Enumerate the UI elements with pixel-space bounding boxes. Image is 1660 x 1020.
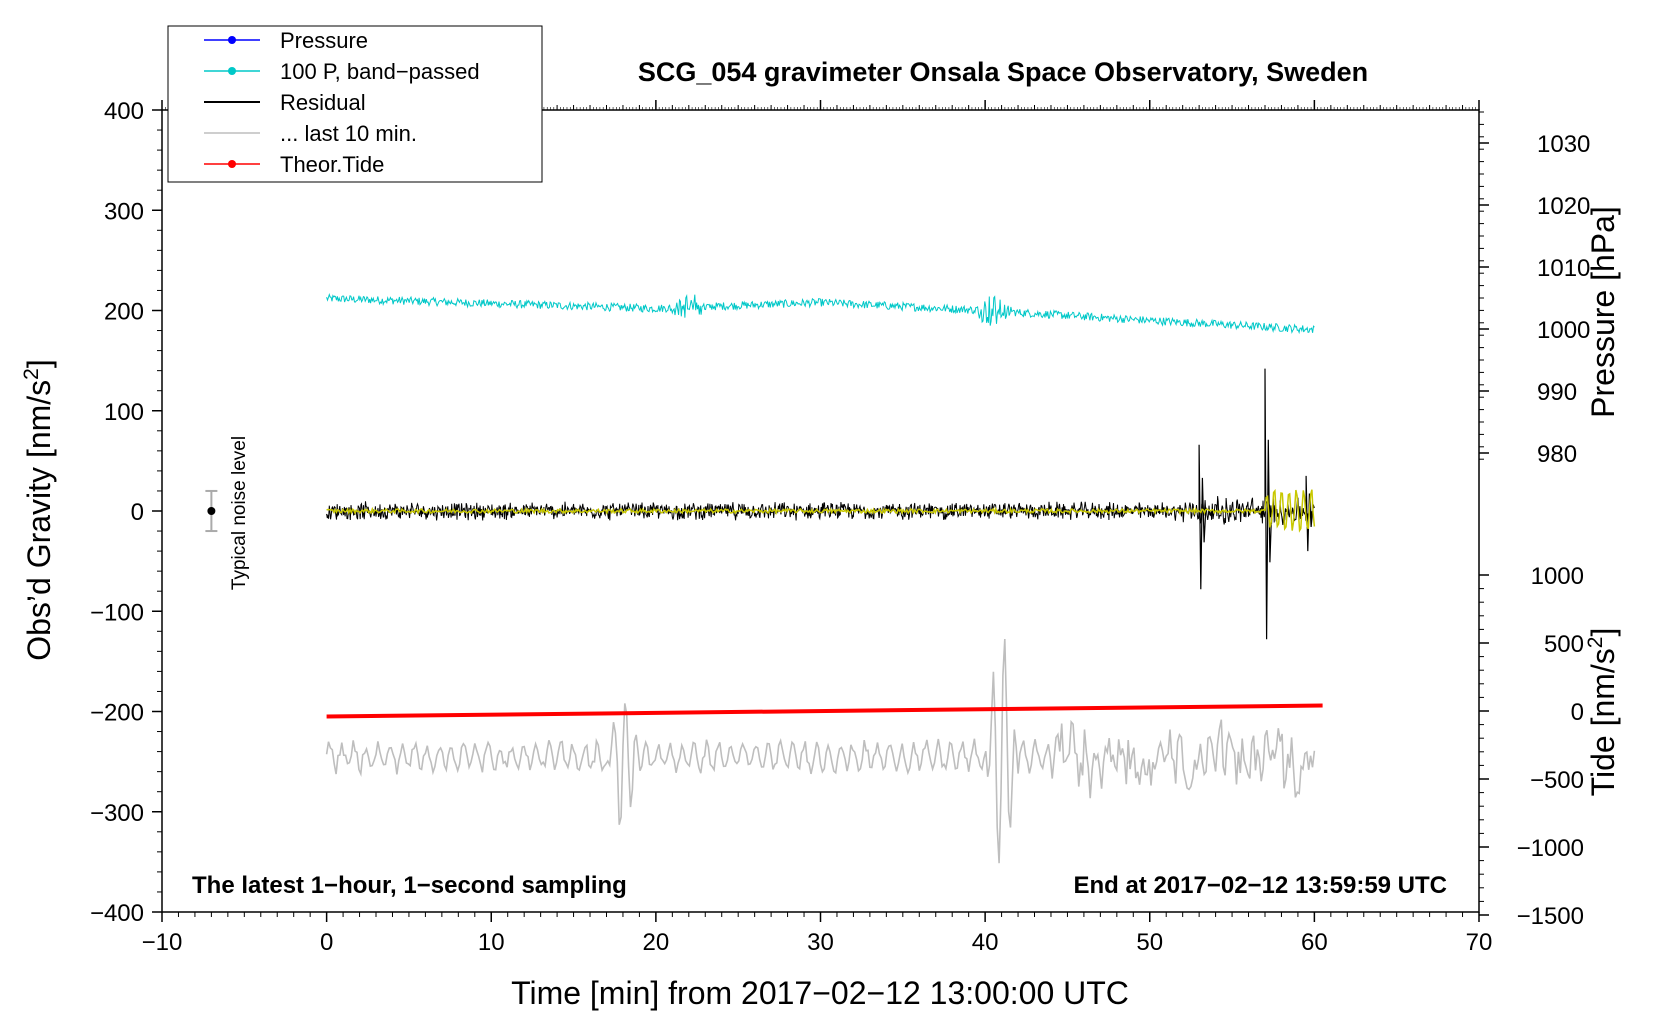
x-tick-label: 50 — [1136, 929, 1163, 956]
series-last-10-min — [325, 638, 1316, 864]
tide-tick-label: −1000 — [1517, 835, 1584, 862]
x-tick-label: −10 — [142, 929, 183, 956]
x-tick-label: 40 — [972, 929, 999, 956]
y-tick-label: 0 — [131, 499, 144, 526]
y-tick-label: 200 — [104, 299, 144, 326]
y-tick-label: −400 — [90, 900, 144, 927]
legend-label: Theor.Tide — [280, 152, 384, 177]
x-tick-label: 70 — [1466, 929, 1493, 956]
x-tick-label: 30 — [807, 929, 834, 956]
y-axis-title-tide: Tide [nm/s2] — [1584, 628, 1621, 797]
y-axis-title-tide-close: ] — [1585, 628, 1621, 637]
x-tick-label: 60 — [1301, 929, 1328, 956]
tide-tick-label: 1000 — [1531, 563, 1584, 590]
legend-marker — [228, 160, 236, 168]
y-axis-title-tide-text: Tide [nm/s — [1585, 648, 1621, 796]
tide-tick-label: −1500 — [1517, 903, 1584, 930]
x-tick-label: 20 — [643, 929, 670, 956]
tide-tick-label: 0 — [1571, 699, 1584, 726]
series-band-passed-pressure — [326, 293, 1315, 335]
annotation-bottom-left: The latest 1−hour, 1−second sampling — [192, 872, 627, 899]
y-axis-title-left-close: ] — [21, 359, 57, 368]
legend: Pressure 100 P, band−passed Residual ... la… — [167, 25, 543, 183]
pressure-tick-label: 1010 — [1537, 255, 1590, 282]
noise-bar-point — [207, 507, 216, 515]
legend-label: 100 P, band−passed — [280, 59, 480, 84]
noise-label: Typical noise level — [229, 436, 250, 590]
series-layer — [325, 293, 1323, 864]
y-axis-title-pressure: Pressure [hPa] — [1585, 206, 1621, 418]
series-theor-tide — [326, 703, 1323, 719]
y-tick-label: 300 — [104, 198, 144, 225]
x-tick-label: 10 — [478, 929, 505, 956]
x-tick-label: 0 — [320, 929, 333, 956]
y-axis-title-tide-sup: 2 — [1584, 637, 1607, 649]
y-tick-label: 400 — [104, 98, 144, 125]
y-axis-ticks: −400 −300 −200 −100 0 100 200 300 400 — [90, 98, 162, 927]
legend-label: Pressure — [280, 28, 368, 53]
legend-box — [167, 25, 543, 183]
pressure-tick-label: 1030 — [1537, 131, 1590, 158]
tide-tick-label: 500 — [1544, 631, 1584, 658]
y-axis-title-left: Obs’d Gravity [nm/s2] — [20, 359, 57, 661]
pressure-tick-label: 990 — [1537, 379, 1577, 406]
y-tick-label: −200 — [90, 700, 144, 727]
residual-spike — [1198, 444, 1207, 590]
pressure-tick-label: 980 — [1537, 441, 1577, 468]
pressure-tick-label: 1000 — [1537, 317, 1590, 344]
tide-axis-ticks: −1500 −1000 −500 0 500 1000 — [1479, 563, 1584, 930]
y-tick-label: 100 — [104, 399, 144, 426]
noise-bar — [205, 489, 218, 533]
legend-marker — [228, 36, 236, 44]
series-residual-smoothed — [326, 488, 1316, 533]
y-tick-label: −300 — [90, 800, 144, 827]
residual-spike — [1264, 368, 1273, 640]
legend-label: Residual — [280, 90, 366, 115]
pressure-tick-label: 1020 — [1537, 193, 1590, 220]
annotation-bottom-right: End at 2017−02−12 13:59:59 UTC — [1073, 872, 1447, 899]
x-axis-title: Time [min] from 2017−02−12 13:00:00 UTC — [511, 975, 1129, 1011]
legend-entries: Pressure 100 P, band−passed Residual ... la… — [204, 28, 480, 177]
y-axis-title-left-sup: 2 — [20, 368, 43, 380]
tide-tick-label: −500 — [1530, 767, 1584, 794]
y-tick-label: −100 — [90, 599, 144, 626]
legend-label: ... last 10 min. — [280, 121, 417, 146]
chart-title: SCG_054 gravimeter Onsala Space Observat… — [638, 57, 1368, 87]
pressure-axis-ticks: 980 990 1000 1010 1020 1030 — [1479, 111, 1590, 468]
legend-marker — [228, 67, 236, 75]
y-axis-title-left-text: Obs’d Gravity [nm/s — [21, 380, 57, 661]
x-axis-ticks: −10 0 10 20 30 40 50 60 70 — [142, 100, 1493, 956]
